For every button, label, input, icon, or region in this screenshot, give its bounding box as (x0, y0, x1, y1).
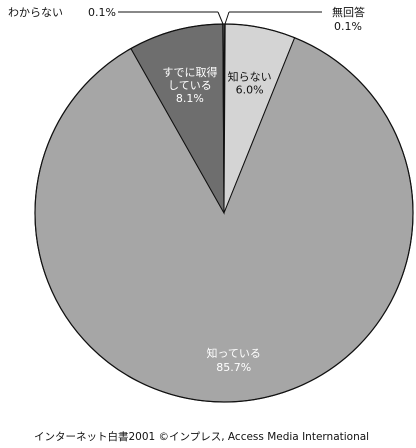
slice-category-label: 知っている (206, 346, 260, 360)
callout-wakaranai-leader (218, 12, 223, 24)
callout-wakaranai-label: わからない (8, 6, 63, 19)
callout-mukaitou-value: 0.1% (334, 20, 362, 33)
source-credit: インターネット白書2001 ©インプレス, Access Media Inter… (34, 430, 369, 443)
slice-value-label: 85.7% (216, 361, 251, 374)
callout-mukaitou-label: 無回答 (332, 5, 365, 19)
slice-value-label: 6.0% (236, 84, 264, 97)
slice-category-label: している (168, 79, 212, 92)
callout-mukaitou-leader (225, 12, 229, 24)
callout-wakaranai-value: 0.1% (88, 6, 116, 19)
callout-wakaranai: わからない 0.1% (8, 6, 223, 24)
slice-value-label: 8.1% (176, 92, 204, 105)
pie-slices (35, 24, 413, 402)
slice-category-label: すでに取得 (162, 66, 217, 79)
slice-category-label: 知らない (228, 70, 272, 84)
